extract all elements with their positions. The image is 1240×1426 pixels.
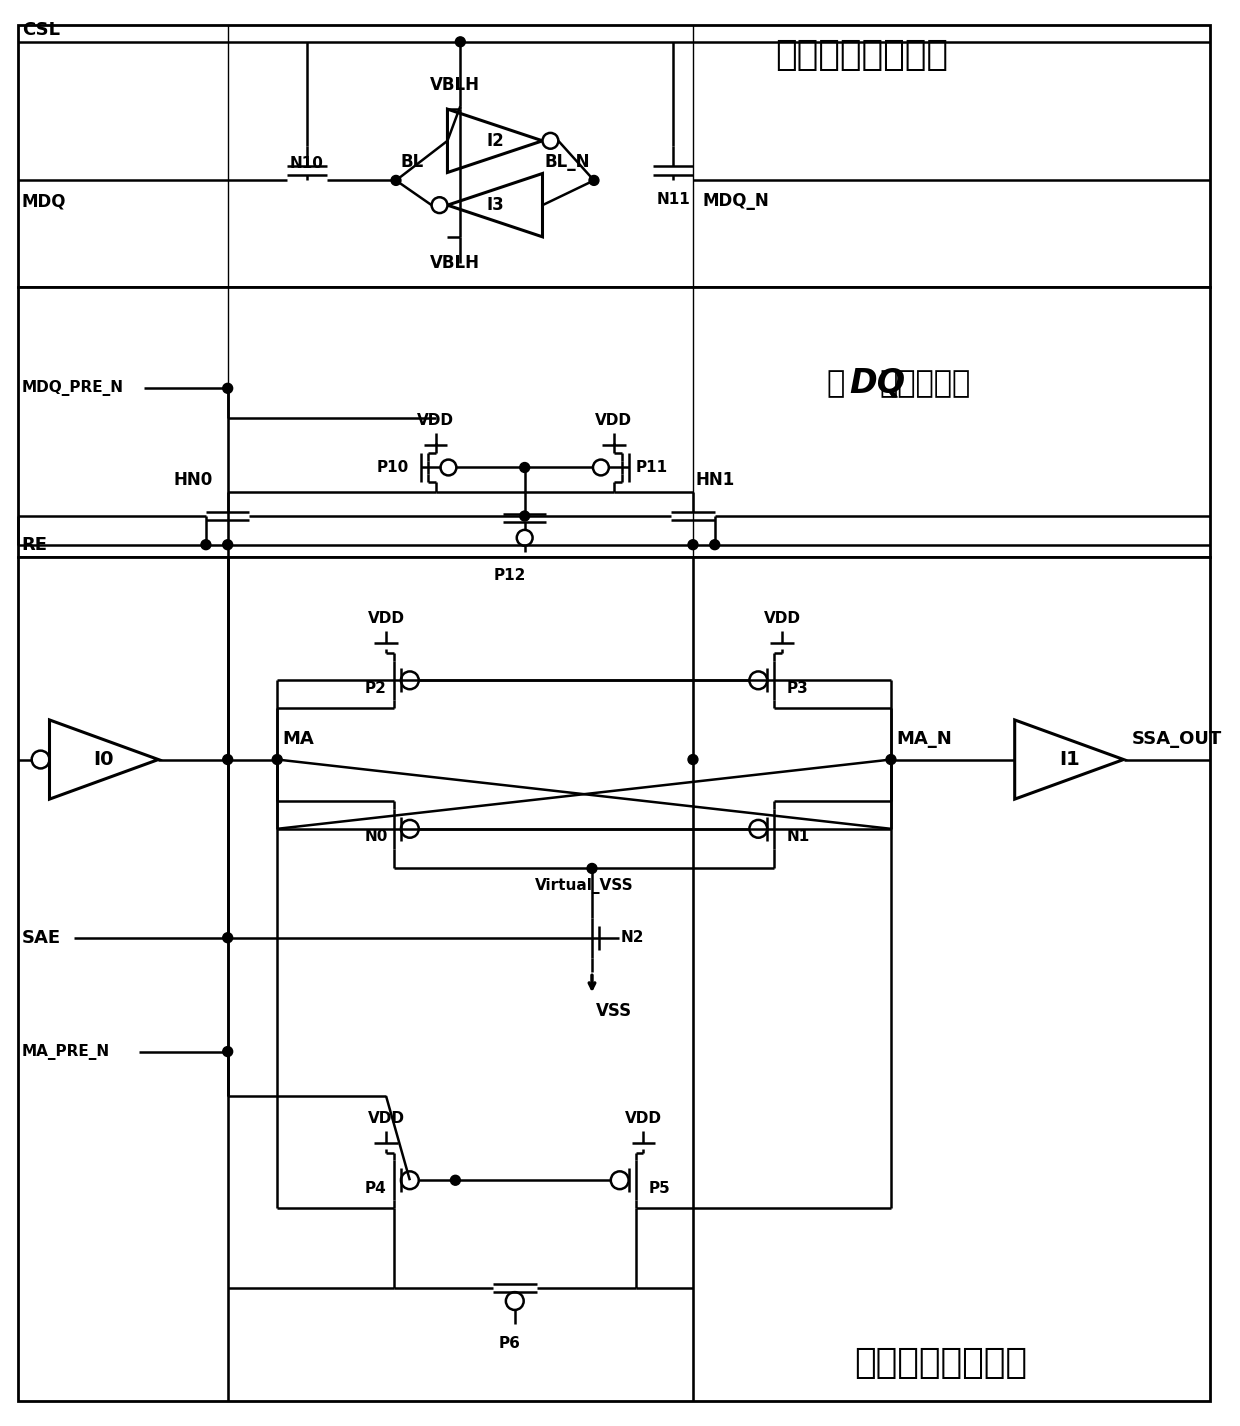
Circle shape xyxy=(589,175,599,185)
Text: MA: MA xyxy=(283,730,314,747)
Text: I1: I1 xyxy=(1059,750,1080,769)
Bar xyxy=(17,287,1210,556)
Bar xyxy=(17,26,1210,287)
Text: VDD: VDD xyxy=(764,610,801,626)
Text: 第一级灵敏放大器: 第一级灵敏放大器 xyxy=(775,37,947,71)
Text: I2: I2 xyxy=(486,131,503,150)
Circle shape xyxy=(688,754,698,764)
Circle shape xyxy=(520,511,529,520)
Circle shape xyxy=(201,540,211,549)
Text: DQ: DQ xyxy=(849,366,905,399)
Text: 读控制电路: 读控制电路 xyxy=(879,369,971,398)
Text: N10: N10 xyxy=(290,155,324,171)
Text: I3: I3 xyxy=(486,197,503,214)
Text: I0: I0 xyxy=(94,750,114,769)
Bar xyxy=(17,556,1210,1400)
Circle shape xyxy=(223,384,233,394)
Circle shape xyxy=(223,933,233,943)
Circle shape xyxy=(688,540,698,549)
Text: BL: BL xyxy=(401,153,424,171)
Text: MDQ_PRE_N: MDQ_PRE_N xyxy=(22,381,124,396)
Text: VDD: VDD xyxy=(367,1111,404,1125)
Text: BL_N: BL_N xyxy=(544,153,590,171)
Text: VDD: VDD xyxy=(595,414,632,428)
Circle shape xyxy=(709,540,719,549)
Text: HN1: HN1 xyxy=(696,472,735,489)
Text: SAE: SAE xyxy=(22,928,61,947)
Text: P6: P6 xyxy=(498,1336,521,1350)
Text: N11: N11 xyxy=(656,193,689,207)
Text: Virtual_VSS: Virtual_VSS xyxy=(534,878,634,894)
Text: 第二级灵敏放大器: 第二级灵敏放大器 xyxy=(854,1346,1027,1380)
Text: MDQ_N: MDQ_N xyxy=(703,193,770,210)
Text: HN0: HN0 xyxy=(174,472,213,489)
Circle shape xyxy=(587,864,596,873)
Text: P12: P12 xyxy=(494,569,526,583)
Circle shape xyxy=(391,175,401,185)
Text: P5: P5 xyxy=(649,1181,670,1195)
Text: N0: N0 xyxy=(365,830,388,844)
Text: VDD: VDD xyxy=(417,414,454,428)
Circle shape xyxy=(273,754,283,764)
Text: VDD: VDD xyxy=(367,610,404,626)
Text: MDQ: MDQ xyxy=(22,193,66,210)
Text: RE: RE xyxy=(22,536,48,553)
Text: VBLH: VBLH xyxy=(430,76,480,94)
Text: VDD: VDD xyxy=(625,1111,662,1125)
Circle shape xyxy=(887,754,897,764)
Circle shape xyxy=(223,754,233,764)
Text: VBLH: VBLH xyxy=(430,254,480,272)
Text: MA_N: MA_N xyxy=(897,730,951,747)
Text: MA_PRE_N: MA_PRE_N xyxy=(22,1044,110,1060)
Circle shape xyxy=(223,540,233,549)
Circle shape xyxy=(450,1175,460,1185)
Text: VSS: VSS xyxy=(596,1002,632,1020)
Text: P11: P11 xyxy=(636,461,667,475)
Text: P10: P10 xyxy=(376,461,408,475)
Text: N2: N2 xyxy=(621,930,645,945)
Text: P4: P4 xyxy=(365,1181,386,1195)
Text: SSA_OUT: SSA_OUT xyxy=(1132,730,1221,747)
Text: P2: P2 xyxy=(365,680,386,696)
Circle shape xyxy=(455,37,465,47)
Text: CSL: CSL xyxy=(22,21,60,39)
Text: P3: P3 xyxy=(787,680,808,696)
Circle shape xyxy=(520,462,529,472)
Text: 主: 主 xyxy=(827,369,844,398)
Circle shape xyxy=(223,1047,233,1057)
Text: N1: N1 xyxy=(787,830,810,844)
